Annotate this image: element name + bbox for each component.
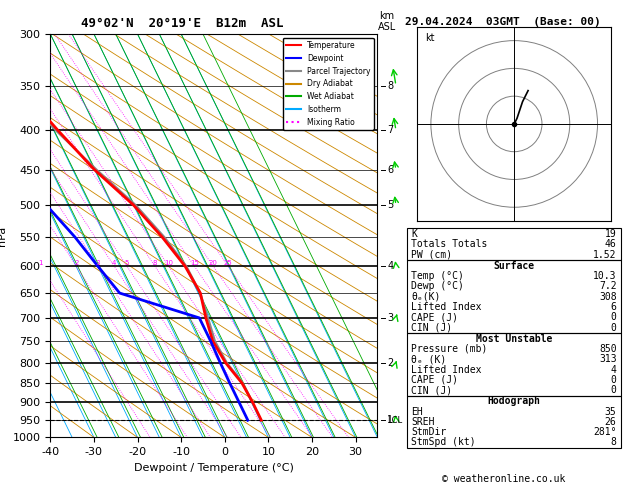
Text: 46: 46 xyxy=(605,240,616,249)
Text: Surface: Surface xyxy=(493,261,535,271)
Text: 3: 3 xyxy=(387,313,393,323)
Text: 1: 1 xyxy=(387,415,393,425)
Text: Totals Totals: Totals Totals xyxy=(411,240,487,249)
Text: LCL: LCL xyxy=(387,416,403,425)
Text: Most Unstable: Most Unstable xyxy=(476,334,552,344)
Text: 1: 1 xyxy=(39,260,43,266)
Text: 6: 6 xyxy=(387,165,393,175)
Text: 8: 8 xyxy=(387,81,393,91)
Text: θₑ (K): θₑ (K) xyxy=(411,354,447,364)
Text: kt: kt xyxy=(425,33,435,43)
Text: 0: 0 xyxy=(611,385,616,395)
Text: 313: 313 xyxy=(599,354,616,364)
Text: CAPE (J): CAPE (J) xyxy=(411,375,459,385)
Text: CIN (J): CIN (J) xyxy=(411,323,452,332)
Text: Hodograph: Hodograph xyxy=(487,396,540,406)
Text: Temp (°C): Temp (°C) xyxy=(411,271,464,281)
Text: 308: 308 xyxy=(599,292,616,302)
Text: 6: 6 xyxy=(611,302,616,312)
Y-axis label: hPa: hPa xyxy=(0,226,7,246)
Text: 0: 0 xyxy=(611,323,616,332)
Text: 2: 2 xyxy=(387,358,393,367)
Text: 7: 7 xyxy=(387,125,393,136)
Bar xyxy=(407,396,621,448)
Text: 25: 25 xyxy=(224,260,233,266)
Text: 4: 4 xyxy=(112,260,116,266)
Text: 10.3: 10.3 xyxy=(593,271,616,281)
Bar xyxy=(407,333,621,396)
Text: km
ASL: km ASL xyxy=(378,11,396,33)
Text: CAPE (J): CAPE (J) xyxy=(411,312,459,322)
Text: 1.52: 1.52 xyxy=(593,250,616,260)
Text: 49°02'N  20°19'E  B12m  ASL: 49°02'N 20°19'E B12m ASL xyxy=(81,17,284,30)
Text: 5: 5 xyxy=(387,200,393,210)
Text: 4: 4 xyxy=(611,364,616,375)
X-axis label: Dewpoint / Temperature (°C): Dewpoint / Temperature (°C) xyxy=(134,463,294,473)
Text: CIN (J): CIN (J) xyxy=(411,385,452,395)
Text: 4: 4 xyxy=(387,261,393,271)
Text: 10: 10 xyxy=(164,260,173,266)
Text: 15: 15 xyxy=(190,260,199,266)
Text: 281°: 281° xyxy=(593,427,616,437)
Text: Lifted Index: Lifted Index xyxy=(411,302,482,312)
Text: 19: 19 xyxy=(605,229,616,239)
Text: PW (cm): PW (cm) xyxy=(411,250,452,260)
Text: 8: 8 xyxy=(611,437,616,448)
Text: © weatheronline.co.uk: © weatheronline.co.uk xyxy=(442,473,565,484)
Text: 0: 0 xyxy=(611,375,616,385)
Text: Lifted Index: Lifted Index xyxy=(411,364,482,375)
Text: Pressure (mb): Pressure (mb) xyxy=(411,344,487,354)
Text: 29.04.2024  03GMT  (Base: 00): 29.04.2024 03GMT (Base: 00) xyxy=(405,17,601,27)
Text: 850: 850 xyxy=(599,344,616,354)
Text: θₑ(K): θₑ(K) xyxy=(411,292,441,302)
Text: SREH: SREH xyxy=(411,417,435,427)
Text: 26: 26 xyxy=(605,417,616,427)
Text: 3: 3 xyxy=(96,260,101,266)
Text: 7.2: 7.2 xyxy=(599,281,616,292)
Text: 0: 0 xyxy=(611,312,616,322)
Text: Dewp (°C): Dewp (°C) xyxy=(411,281,464,292)
Text: StmSpd (kt): StmSpd (kt) xyxy=(411,437,476,448)
Text: 20: 20 xyxy=(209,260,218,266)
Text: 2: 2 xyxy=(74,260,79,266)
Bar xyxy=(407,260,621,333)
Text: 5: 5 xyxy=(125,260,129,266)
Text: K: K xyxy=(411,229,417,239)
Legend: Temperature, Dewpoint, Parcel Trajectory, Dry Adiabat, Wet Adiabat, Isotherm, Mi: Temperature, Dewpoint, Parcel Trajectory… xyxy=(282,38,374,130)
Text: 8: 8 xyxy=(153,260,157,266)
Bar xyxy=(407,228,621,260)
Text: 35: 35 xyxy=(605,407,616,417)
Text: StmDir: StmDir xyxy=(411,427,447,437)
Text: EH: EH xyxy=(411,407,423,417)
